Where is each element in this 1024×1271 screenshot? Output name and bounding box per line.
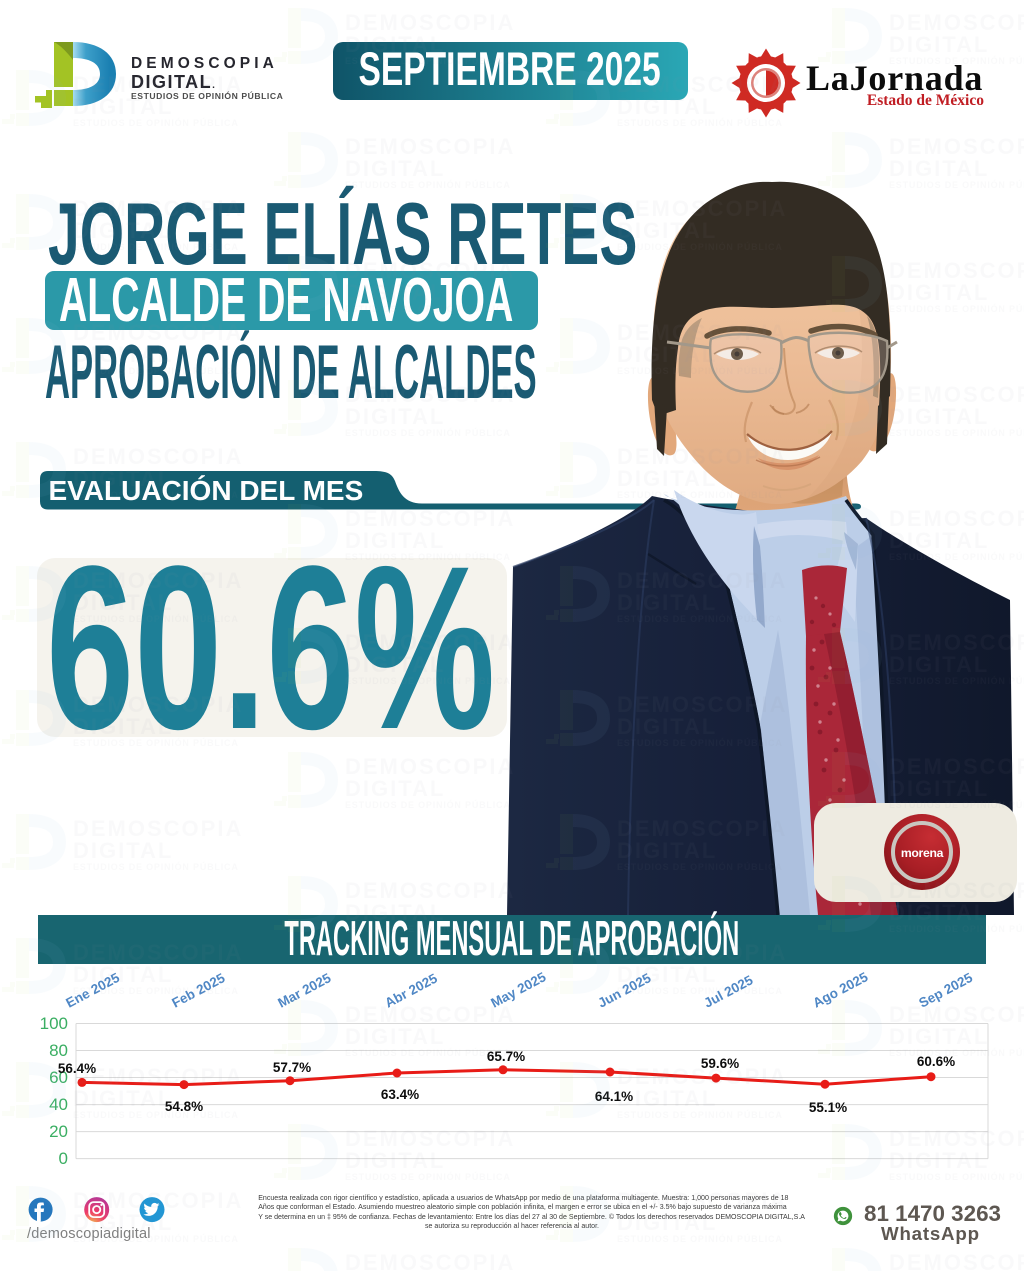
- svg-text:morena: morena: [901, 846, 944, 860]
- svg-text:56.4%: 56.4%: [58, 1061, 96, 1076]
- svg-text:Ene 2025: Ene 2025: [63, 970, 122, 1011]
- svg-text:80: 80: [49, 1041, 68, 1060]
- svg-text:65.7%: 65.7%: [487, 1049, 525, 1064]
- svg-text:Ago 2025: Ago 2025: [810, 969, 870, 1011]
- svg-text:Sep 2025: Sep 2025: [916, 970, 975, 1011]
- svg-text:60.6%: 60.6%: [917, 1054, 955, 1069]
- svg-text:100: 100: [40, 1014, 68, 1033]
- svg-text:54.8%: 54.8%: [165, 1099, 203, 1114]
- svg-text:59.6%: 59.6%: [701, 1056, 739, 1071]
- svg-text:57.7%: 57.7%: [273, 1060, 311, 1075]
- svg-text:Abr 2025: Abr 2025: [382, 970, 440, 1010]
- svg-text:55.1%: 55.1%: [809, 1100, 847, 1115]
- svg-text:40: 40: [49, 1095, 68, 1114]
- svg-text:Jul 2025: Jul 2025: [701, 972, 756, 1010]
- svg-text:20: 20: [49, 1122, 68, 1141]
- svg-text:0: 0: [59, 1149, 68, 1168]
- svg-text:64.1%: 64.1%: [595, 1089, 633, 1104]
- svg-text:Mar 2025: Mar 2025: [275, 970, 334, 1011]
- svg-text:63.4%: 63.4%: [381, 1087, 419, 1102]
- svg-text:Feb 2025: Feb 2025: [169, 970, 227, 1011]
- svg-text:Jun 2025: Jun 2025: [595, 970, 653, 1011]
- svg-text:May 2025: May 2025: [488, 969, 548, 1011]
